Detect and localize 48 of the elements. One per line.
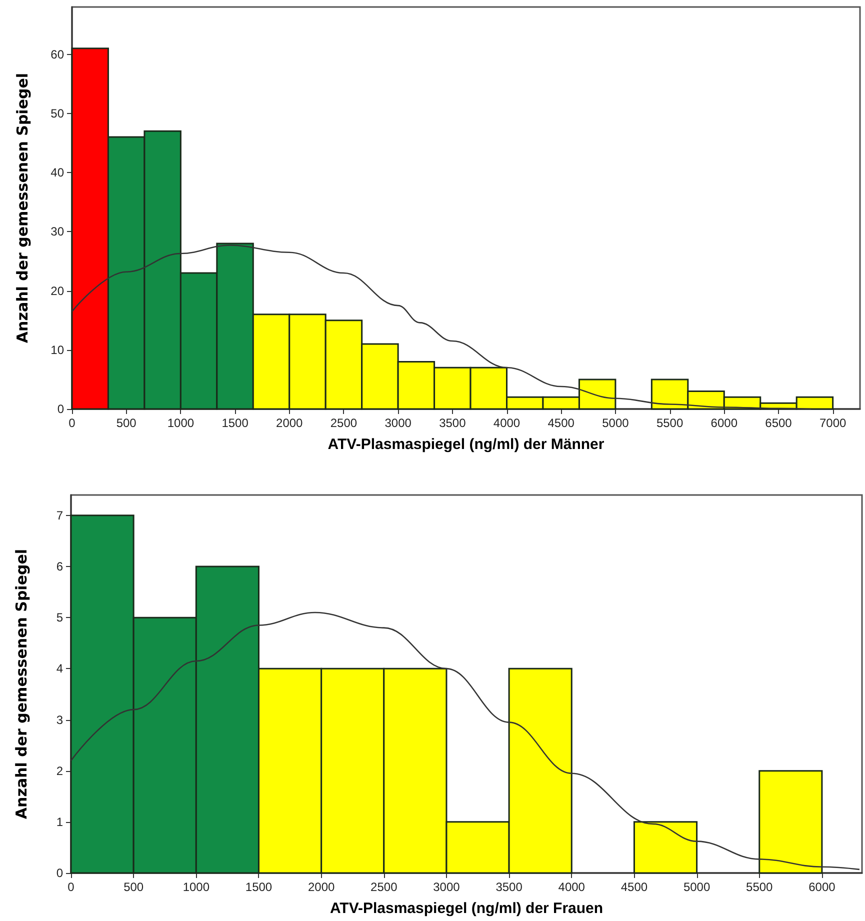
x-tick-label: 6000 <box>710 416 738 430</box>
x-tick-label: 5500 <box>656 416 684 430</box>
y-tick-label: 0 <box>57 402 64 416</box>
y-tick-label: 2 <box>56 764 64 778</box>
x-tick-label: 5000 <box>683 880 710 894</box>
y-tick-label: 6 <box>56 560 64 574</box>
x-axis-title: ATV-Plasmaspiegel (ng/ml) der Männer <box>328 436 604 453</box>
y-tick-label: 60 <box>50 47 64 62</box>
x-tick-label: 0 <box>68 880 75 894</box>
x-tick-label: 7000 <box>819 416 846 430</box>
x-tick-label: 0 <box>68 416 76 430</box>
x-tick-label: 3500 <box>496 880 523 894</box>
y-tick-label: 50 <box>50 106 64 120</box>
x-tick-label: 4500 <box>548 416 575 430</box>
x-tick-label: 4500 <box>620 880 648 894</box>
x-tick-label: 500 <box>116 416 137 430</box>
x-axis-title: ATV-Plasmaspiegel (ng/ml) der Frauen <box>330 900 604 917</box>
x-tick-label: 5500 <box>746 880 774 894</box>
y-tick-label: 30 <box>50 224 64 239</box>
x-tick-label: 1000 <box>182 880 210 894</box>
y-tick-label: 20 <box>50 284 64 298</box>
y-tick-label: 5 <box>56 610 64 625</box>
x-tick-label: 3000 <box>384 416 412 430</box>
x-tick-label: 2500 <box>330 416 358 430</box>
x-tick-label: 5000 <box>602 416 630 430</box>
y-tick-label: 7 <box>56 508 64 522</box>
x-tick-label: 1500 <box>245 880 272 894</box>
x-tick-label: 6000 <box>808 880 836 894</box>
x-tick-label: 6500 <box>765 416 792 430</box>
x-tick-label: 2000 <box>276 416 304 430</box>
x-tick-label: 2500 <box>370 880 398 894</box>
x-tick-label: 3000 <box>433 880 460 894</box>
x-tick-label: 1500 <box>222 416 249 430</box>
x-tick-label: 500 <box>124 880 144 894</box>
line-series <box>70 612 860 870</box>
y-axis-title: Anzahl der gemessenen Spiegel <box>14 72 32 344</box>
x-tick-label: 1000 <box>167 416 194 430</box>
x-tick-label: 2000 <box>308 880 335 894</box>
y-axis-title: Anzahl der gemessenen Spiegel <box>12 548 30 820</box>
y-tick-label: 40 <box>50 166 64 180</box>
y-tick-label: 10 <box>50 342 64 357</box>
y-tick-label: 0 <box>56 866 64 880</box>
x-tick-label: 4000 <box>493 416 520 430</box>
x-tick-label: 4000 <box>558 880 586 894</box>
y-tick-label: 4 <box>56 662 64 676</box>
x-tick-label: 3500 <box>439 416 466 430</box>
y-tick-label: 3 <box>56 712 64 727</box>
y-tick-label: 1 <box>56 814 64 829</box>
